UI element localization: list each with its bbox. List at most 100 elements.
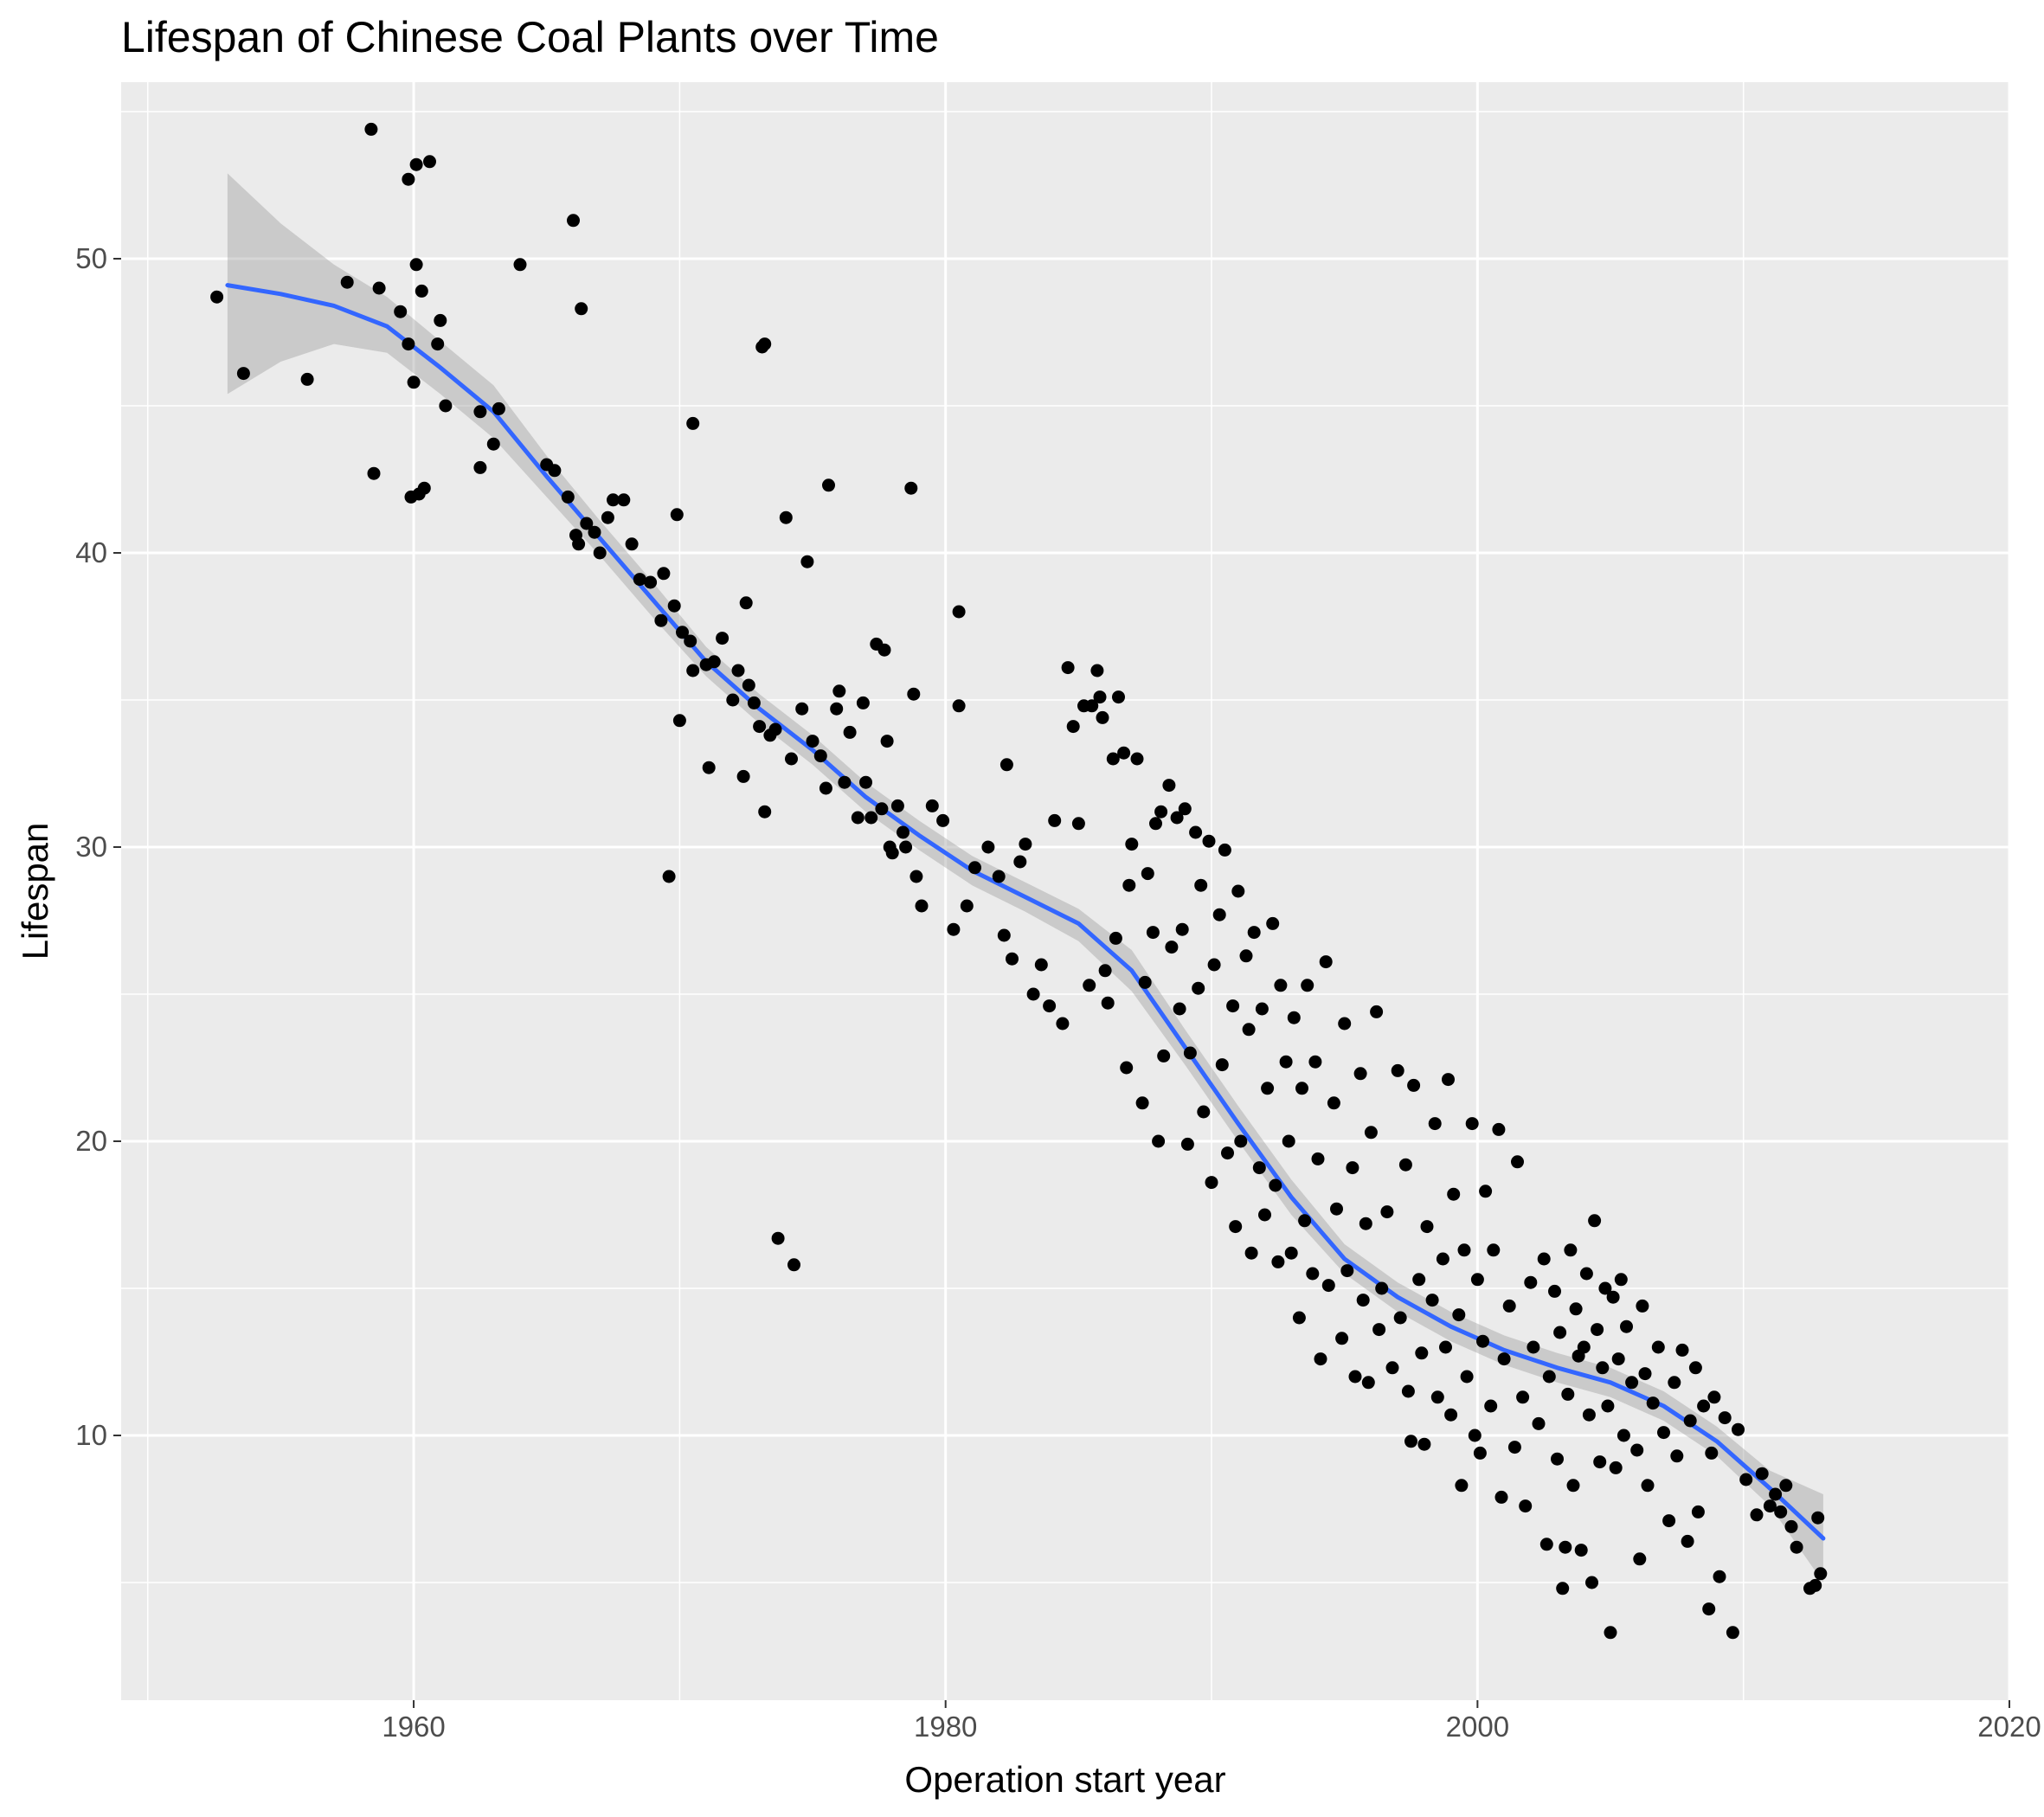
data-point: [800, 555, 814, 568]
data-point: [1189, 825, 1203, 839]
data-point: [1691, 1505, 1705, 1518]
data-point: [1582, 1408, 1596, 1422]
data-point: [1769, 1487, 1783, 1501]
data-point: [686, 416, 700, 430]
data-point: [1436, 1252, 1449, 1266]
data-point: [726, 693, 740, 707]
data-point: [1157, 1049, 1171, 1063]
data-point: [1662, 1514, 1676, 1528]
data-point: [1707, 1390, 1721, 1404]
data-point: [1356, 1294, 1370, 1307]
data-point: [1311, 1152, 1325, 1165]
data-point: [1646, 1396, 1660, 1410]
data-point: [1146, 926, 1160, 940]
data-point: [1170, 811, 1184, 825]
data-point: [897, 825, 910, 839]
data-point: [1417, 1437, 1431, 1451]
data-point: [1175, 922, 1189, 936]
data-point: [758, 805, 772, 819]
data-point: [340, 275, 354, 289]
data-point: [617, 493, 631, 507]
data-point: [300, 372, 314, 386]
data-point: [367, 466, 381, 480]
data-point: [822, 478, 835, 492]
data-point: [856, 696, 870, 709]
plot-panel: [121, 82, 2009, 1700]
data-point: [1465, 1117, 1479, 1131]
data-point: [1056, 1017, 1070, 1030]
data-point: [1034, 958, 1048, 972]
data-point: [1579, 1267, 1593, 1281]
data-point: [492, 401, 505, 415]
data-point: [1234, 1134, 1248, 1148]
data-point: [875, 802, 889, 816]
data-point: [1380, 1205, 1394, 1219]
data-point: [1173, 1002, 1186, 1016]
data-point: [1122, 878, 1136, 892]
data-point: [899, 840, 913, 854]
data-point: [1455, 1479, 1469, 1493]
data-point: [702, 761, 716, 774]
data-point: [1308, 1055, 1322, 1069]
data-point: [1494, 1490, 1508, 1504]
data-point: [1442, 1073, 1455, 1087]
data-point: [968, 861, 981, 875]
data-point: [210, 290, 224, 304]
data-point: [1452, 1308, 1466, 1322]
data-point: [1247, 926, 1261, 940]
data-point: [1244, 1246, 1258, 1260]
data-point: [1779, 1479, 1793, 1493]
y-tick-label: 10: [75, 1419, 107, 1451]
data-point: [1314, 1352, 1327, 1366]
data-point: [1739, 1473, 1753, 1486]
data-point: [672, 714, 686, 728]
data-point: [657, 567, 671, 581]
data-point: [1135, 1096, 1149, 1110]
data-point: [830, 702, 844, 716]
data-point: [1370, 1005, 1384, 1018]
data-point: [1809, 1578, 1822, 1592]
data-point: [851, 811, 865, 825]
data-point: [588, 525, 601, 539]
data-point: [633, 573, 646, 587]
data-point: [1101, 996, 1115, 1010]
data-point: [1375, 1281, 1389, 1295]
data-point: [1625, 1376, 1639, 1390]
data-point: [1598, 1281, 1612, 1295]
y-axis-label: Lifespan: [15, 823, 55, 960]
data-point: [607, 493, 620, 507]
data-point: [1537, 1252, 1551, 1266]
data-point: [707, 655, 721, 669]
data-point: [1404, 1435, 1417, 1448]
data-point: [753, 720, 767, 734]
data-point: [865, 811, 878, 825]
data-point: [1295, 1082, 1308, 1095]
data-point: [409, 258, 423, 272]
data-point: [1398, 1158, 1412, 1172]
data-point: [1588, 1214, 1602, 1228]
data-point: [1391, 1063, 1404, 1077]
data-point: [423, 155, 436, 169]
data-point: [1152, 1134, 1166, 1148]
data-point: [1591, 1323, 1604, 1337]
data-point: [1215, 1058, 1229, 1072]
data-point: [1096, 710, 1109, 724]
data-point: [1713, 1570, 1726, 1583]
data-point: [1548, 1284, 1561, 1298]
data-point: [1566, 1479, 1580, 1493]
data-point: [1106, 752, 1120, 766]
data-point: [473, 460, 487, 474]
data-point: [1651, 1340, 1665, 1354]
data-point: [806, 735, 820, 748]
data-point: [1790, 1540, 1803, 1554]
data-point: [1149, 817, 1162, 831]
y-tick-label: 30: [75, 831, 107, 863]
major-gridlines: [121, 82, 2011, 1700]
data-point: [1292, 1311, 1306, 1325]
confidence-band: [227, 173, 1823, 1583]
data-point: [1596, 1361, 1610, 1375]
data-point: [819, 781, 832, 795]
data-point: [1271, 1255, 1285, 1268]
data-point: [372, 281, 386, 295]
data-point: [1428, 1117, 1442, 1131]
